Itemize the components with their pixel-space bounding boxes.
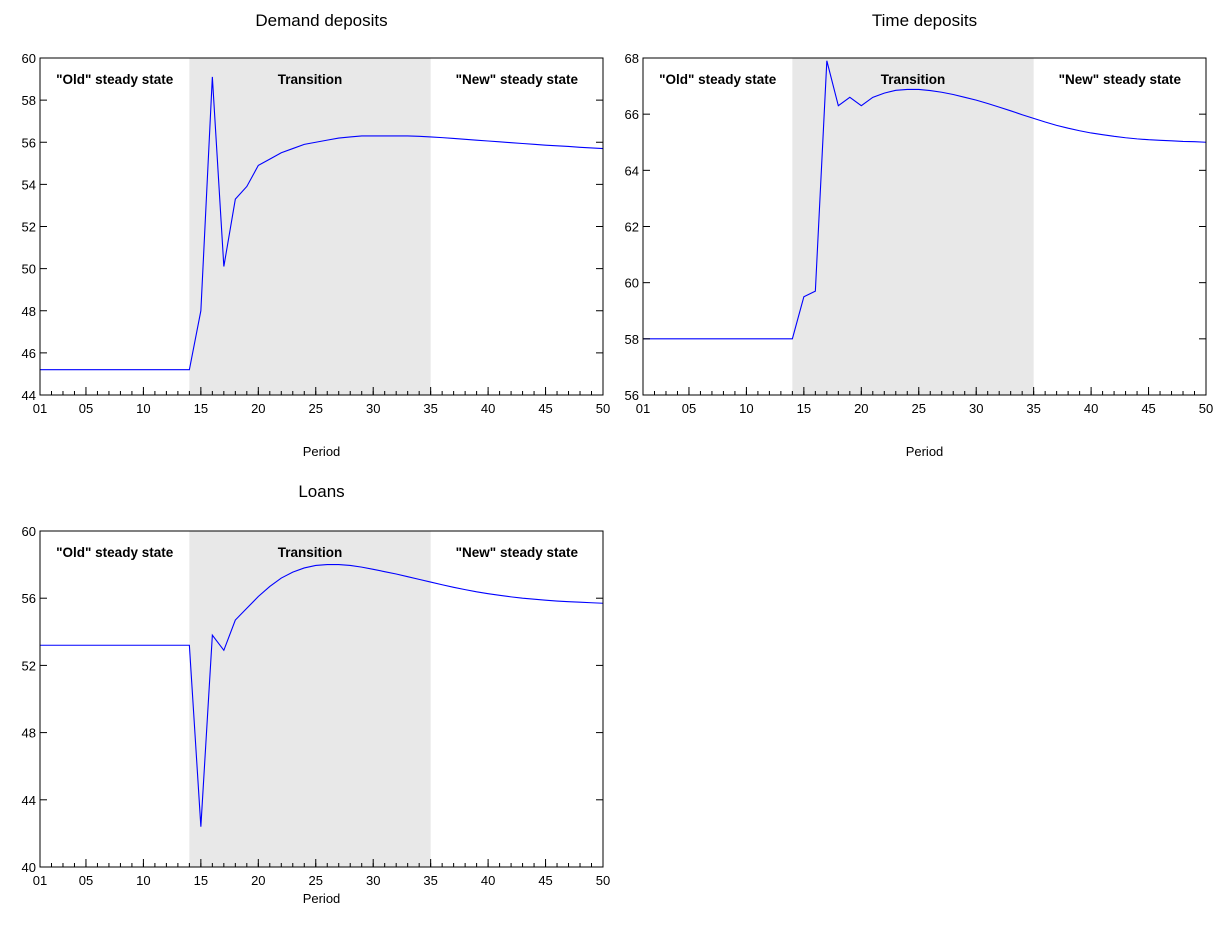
series-line bbox=[40, 564, 604, 827]
x-tick-label: 05 bbox=[682, 401, 696, 416]
y-tick-label: 66 bbox=[625, 107, 639, 122]
region-label: "New" steady state bbox=[456, 545, 579, 560]
transition-band bbox=[792, 58, 1034, 395]
x-tick-label: 01 bbox=[33, 873, 47, 888]
x-tick-label: 50 bbox=[596, 401, 610, 416]
x-tick-label: 50 bbox=[1199, 401, 1213, 416]
y-tick-label: 68 bbox=[625, 51, 639, 66]
y-tick-label: 48 bbox=[22, 726, 36, 741]
x-tick-label: 01 bbox=[636, 401, 650, 416]
x-tick-label: 35 bbox=[1026, 401, 1040, 416]
region-label: "Old" steady state bbox=[659, 72, 777, 87]
x-tick-label: 45 bbox=[538, 873, 552, 888]
x-tick-label: 15 bbox=[797, 401, 811, 416]
x-tick-label: 15 bbox=[194, 401, 208, 416]
y-tick-label: 44 bbox=[22, 388, 36, 403]
y-tick-label: 62 bbox=[625, 220, 639, 235]
x-tick-label: 15 bbox=[194, 873, 208, 888]
y-tick-label: 54 bbox=[22, 177, 36, 192]
y-tick-label: 52 bbox=[22, 220, 36, 235]
region-label: Transition bbox=[278, 545, 343, 560]
x-tick-label: 05 bbox=[79, 401, 93, 416]
y-tick-label: 58 bbox=[22, 93, 36, 108]
y-tick-label: 40 bbox=[22, 860, 36, 875]
y-tick-label: 52 bbox=[22, 658, 36, 673]
x-tick-label: 35 bbox=[423, 873, 437, 888]
x-tick-label: 10 bbox=[136, 401, 150, 416]
y-tick-label: 50 bbox=[22, 262, 36, 277]
x-tick-label: 25 bbox=[309, 873, 323, 888]
x-tick-label: 45 bbox=[538, 401, 552, 416]
x-axis-label: Period bbox=[303, 444, 341, 459]
chart-title: Time deposits bbox=[872, 11, 977, 30]
x-tick-label: 25 bbox=[912, 401, 926, 416]
region-label: "Old" steady state bbox=[56, 545, 174, 560]
y-tick-label: 56 bbox=[22, 135, 36, 150]
region-label: Transition bbox=[278, 72, 343, 87]
plot-frame bbox=[39, 530, 604, 868]
x-axis-label: Period bbox=[303, 891, 341, 906]
x-tick-label: 40 bbox=[481, 401, 495, 416]
region-label: "New" steady state bbox=[1059, 72, 1182, 87]
chart-title: Loans bbox=[298, 482, 344, 501]
x-tick-label: 05 bbox=[79, 873, 93, 888]
y-tick-label: 46 bbox=[22, 346, 36, 361]
x-tick-label: 40 bbox=[481, 873, 495, 888]
x-tick-label: 45 bbox=[1141, 401, 1155, 416]
transition-band bbox=[189, 58, 431, 395]
y-tick-label: 60 bbox=[22, 524, 36, 539]
region-label: "New" steady state bbox=[456, 72, 579, 87]
chart-panel-1: "Old" steady state Transition "New" steady… bbox=[22, 11, 611, 459]
chart-title: Demand deposits bbox=[255, 11, 387, 30]
x-tick-label: 25 bbox=[309, 401, 323, 416]
y-tick-label: 60 bbox=[22, 51, 36, 66]
y-tick-label: 60 bbox=[625, 276, 639, 291]
x-tick-label: 20 bbox=[854, 401, 868, 416]
y-tick-label: 64 bbox=[625, 163, 639, 178]
region-label: Transition bbox=[881, 72, 946, 87]
y-tick-label: 48 bbox=[22, 304, 36, 319]
x-tick-label: 40 bbox=[1084, 401, 1098, 416]
x-tick-label: 20 bbox=[251, 401, 265, 416]
x-tick-label: 30 bbox=[366, 873, 380, 888]
x-tick-label: 10 bbox=[136, 873, 150, 888]
y-tick-label: 58 bbox=[625, 332, 639, 347]
chart-panel-3: "Old" steady state Transition "New" steady… bbox=[22, 482, 611, 906]
x-tick-label: 01 bbox=[33, 401, 47, 416]
x-tick-label: 20 bbox=[251, 873, 265, 888]
y-tick-label: 56 bbox=[625, 388, 639, 403]
x-tick-label: 35 bbox=[423, 401, 437, 416]
x-axis-label: Period bbox=[906, 444, 944, 459]
series-line bbox=[643, 60, 1207, 340]
x-tick-label: 50 bbox=[596, 873, 610, 888]
x-tick-label: 30 bbox=[969, 401, 983, 416]
y-tick-label: 56 bbox=[22, 591, 36, 606]
x-tick-label: 10 bbox=[739, 401, 753, 416]
y-tick-label: 44 bbox=[22, 793, 36, 808]
chart-panel-2: "Old" steady state Transition "New" steady… bbox=[625, 11, 1214, 459]
series-line bbox=[40, 76, 604, 371]
transition-band bbox=[189, 531, 431, 867]
region-label: "Old" steady state bbox=[56, 72, 174, 87]
x-tick-label: 30 bbox=[366, 401, 380, 416]
